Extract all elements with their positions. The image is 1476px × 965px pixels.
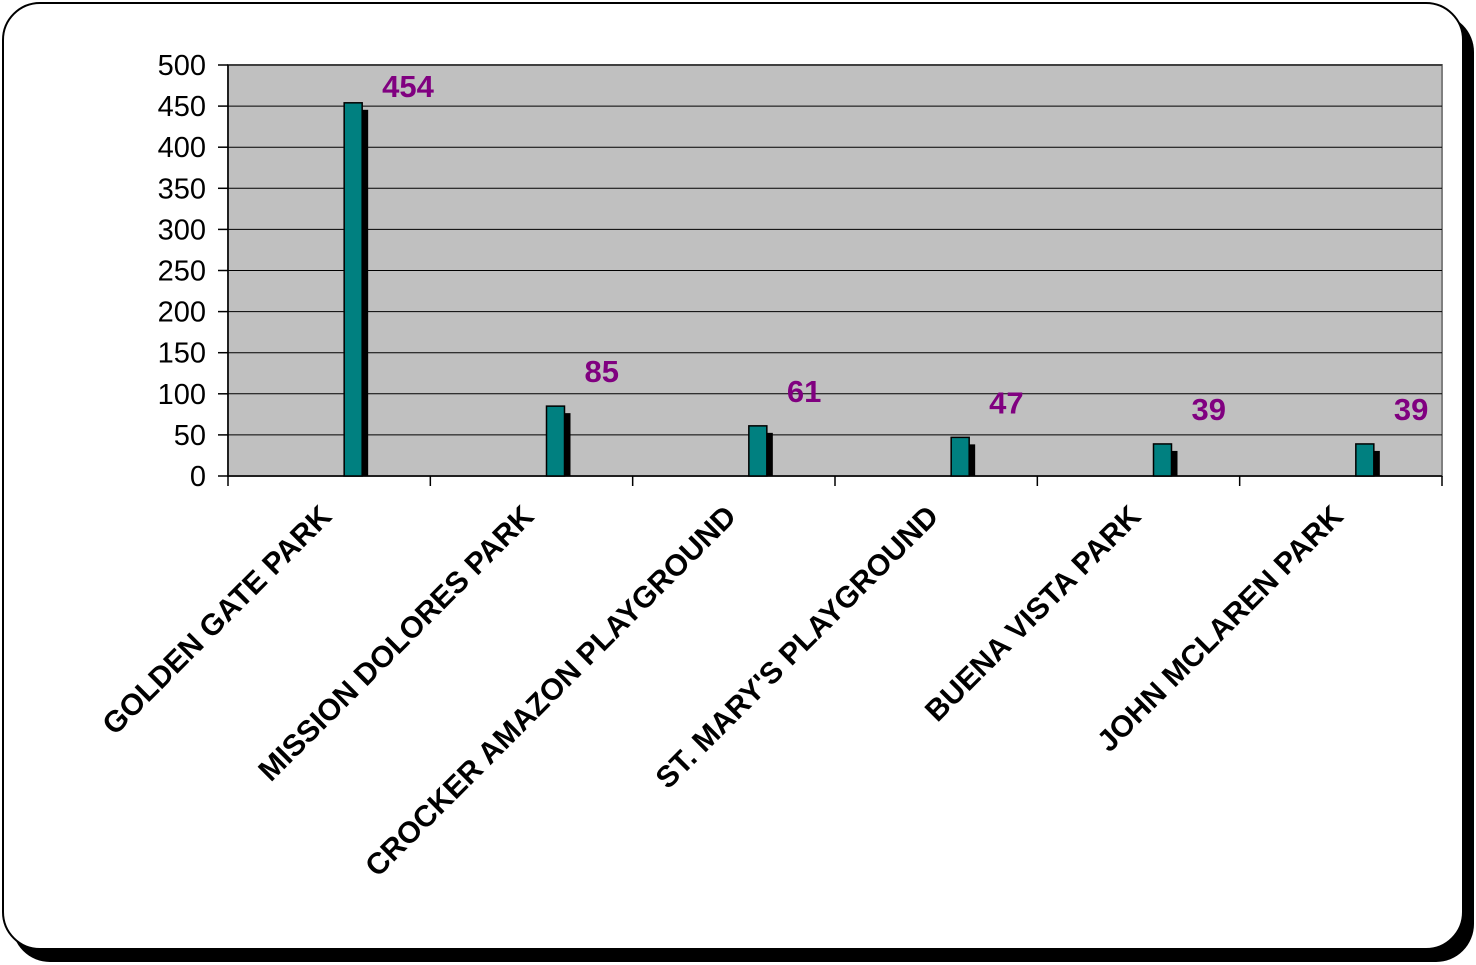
bar-shadow — [562, 413, 571, 476]
y-tick-label: 350 — [158, 173, 206, 205]
y-tick-label: 300 — [158, 214, 206, 246]
y-tick-label: 150 — [158, 338, 206, 370]
bar-shadow — [967, 444, 976, 476]
bar — [1355, 443, 1375, 477]
data-label: 61 — [787, 374, 821, 409]
x-category-label: GOLDEN GATE PARK — [96, 499, 338, 741]
gridlines — [228, 64, 1442, 436]
y-tick-label: 200 — [158, 297, 206, 329]
bar — [545, 405, 566, 477]
x-category-label: BUENA VISTA PARK — [919, 499, 1148, 728]
data-label: 39 — [1192, 392, 1226, 427]
data-label: 85 — [585, 354, 619, 389]
bar-shadow — [1371, 450, 1380, 476]
y-tick-label: 0 — [190, 461, 206, 493]
bar — [343, 102, 363, 477]
y-tick-label: 400 — [158, 132, 206, 164]
y-tick-label: 450 — [158, 91, 206, 123]
bar-shadow — [1169, 450, 1178, 476]
bars — [343, 102, 1380, 477]
y-axis: 0 50 100 150 200 250 300 350 400 450 500 — [158, 50, 229, 493]
y-tick-label: 500 — [158, 50, 206, 82]
bar-shadow — [360, 109, 369, 476]
data-label: 39 — [1394, 392, 1428, 427]
bar — [950, 436, 970, 477]
y-tick-label: 100 — [158, 379, 206, 411]
y-tick-label: 250 — [158, 256, 206, 288]
data-label: 47 — [989, 385, 1023, 420]
x-category-label: CROCKER AMAZON PLAYGROUND — [359, 500, 743, 884]
bar — [1152, 443, 1173, 477]
bar — [748, 425, 768, 477]
data-labels: 454 85 61 47 39 39 — [382, 69, 1428, 427]
bar-shadow — [764, 432, 773, 476]
y-tick-label: 50 — [174, 420, 206, 452]
data-label: 454 — [382, 69, 434, 104]
